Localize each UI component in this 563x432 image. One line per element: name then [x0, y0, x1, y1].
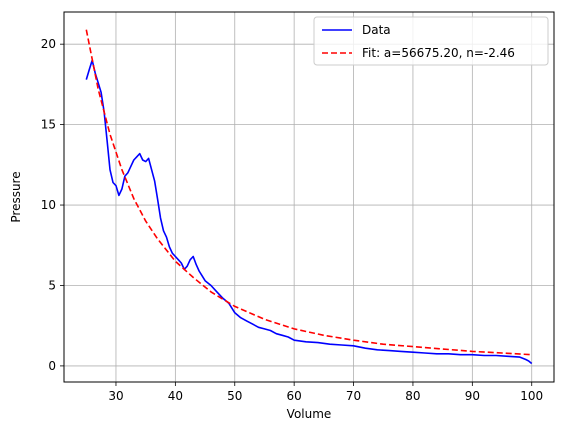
- x-tick-label: 60: [287, 389, 302, 403]
- axes-frame: [63, 11, 555, 383]
- y-tick-label: 20: [41, 37, 56, 51]
- plot-area: [85, 29, 533, 365]
- y-axis-label: Pressure: [9, 171, 23, 222]
- y-tick-label: 15: [41, 118, 56, 132]
- x-tick-label: 90: [465, 389, 480, 403]
- grid: [64, 12, 554, 382]
- y-tick-label: 0: [48, 359, 56, 373]
- series-line-data: [85, 59, 533, 365]
- x-tick-label: 100: [520, 389, 543, 403]
- x-axis-label: Volume: [287, 407, 332, 421]
- x-tick-label: 30: [108, 389, 123, 403]
- series-line-fit: [85, 29, 532, 356]
- legend-label-data: Data: [362, 23, 391, 37]
- x-tick-label: 80: [405, 389, 420, 403]
- legend-box: [313, 16, 549, 66]
- ticks: 30 40 50 60 70 80 90 100 0 5 10 15 20: [41, 37, 543, 403]
- x-tick-label: 40: [168, 389, 183, 403]
- x-tick-label: 50: [227, 389, 242, 403]
- y-tick-label: 5: [48, 278, 56, 292]
- legend-label-fit: Fit: a=56675.20, n=-2.46: [362, 46, 515, 60]
- y-tick-label: 10: [41, 198, 56, 212]
- x-tick-label: 70: [346, 389, 361, 403]
- legend: Data Fit: a=56675.20, n=-2.46: [313, 16, 549, 66]
